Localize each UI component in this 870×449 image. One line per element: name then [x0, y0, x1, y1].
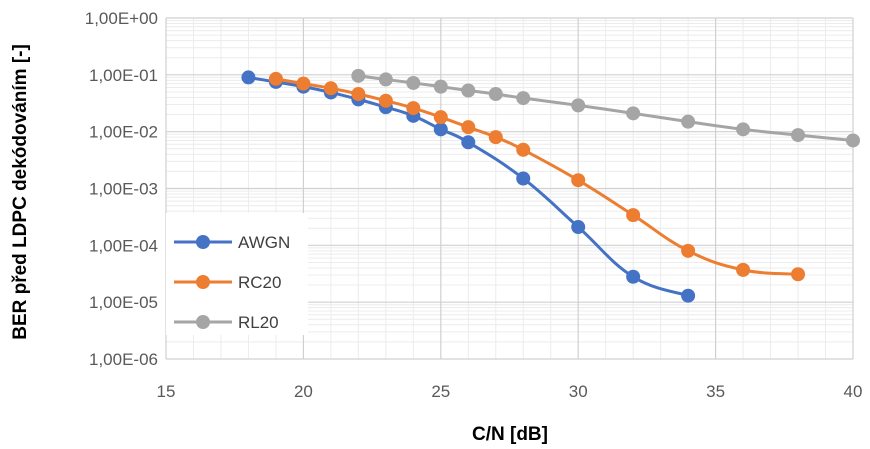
- x-tick-label: 40: [844, 382, 863, 401]
- series-rl20: [351, 68, 860, 148]
- y-tick-label: 1,00E-03: [89, 180, 158, 199]
- data-point: [461, 120, 476, 135]
- data-point: [681, 288, 696, 303]
- y-tick-label: 1,00E-04: [89, 236, 158, 255]
- data-point: [406, 101, 421, 116]
- data-point: [351, 86, 366, 101]
- legend-marker: [196, 235, 210, 249]
- data-point: [461, 83, 476, 98]
- data-point: [351, 68, 366, 83]
- data-point: [516, 142, 531, 157]
- x-axis-title: C/N [dB]: [472, 424, 548, 445]
- data-point: [736, 122, 751, 137]
- data-point: [846, 133, 860, 148]
- data-point: [241, 70, 256, 85]
- data-point: [433, 110, 448, 125]
- legend-item-rl20: RL20: [174, 313, 279, 332]
- legend-item-rc20: RC20: [174, 273, 281, 292]
- data-point: [378, 72, 393, 87]
- x-tick-label: 15: [157, 382, 176, 401]
- legend-box: [166, 213, 308, 335]
- x-tick-label: 20: [294, 382, 313, 401]
- data-point: [488, 130, 503, 145]
- x-tick-label: 35: [706, 382, 725, 401]
- legend-marker: [196, 315, 210, 329]
- data-point: [791, 128, 806, 143]
- y-tick-label: 1,00E-05: [89, 293, 158, 312]
- data-point: [433, 122, 448, 137]
- y-tick-label: 1,00E-02: [89, 123, 158, 142]
- data-point: [626, 106, 641, 121]
- legend-item-awgn: AWGN: [174, 233, 290, 252]
- data-point: [323, 81, 338, 96]
- y-tick-label: 1,00E-01: [89, 66, 158, 85]
- data-point: [268, 71, 283, 86]
- legend-label: RL20: [238, 313, 279, 332]
- data-point: [488, 86, 503, 101]
- data-point: [296, 76, 311, 91]
- series-layer: [241, 68, 860, 303]
- y-tick-label: 1,00E-06: [89, 350, 158, 369]
- x-tick-label: 25: [431, 382, 450, 401]
- data-point: [626, 208, 641, 223]
- data-point: [736, 262, 751, 277]
- data-point: [516, 171, 531, 186]
- data-point: [571, 173, 586, 188]
- data-point: [571, 98, 586, 113]
- tick-labels: 1,00E+00 1,00E-01 1,00E-02 1,00E-03 1,00E-04…: [85, 9, 863, 401]
- y-tick-label: 1,00E+00: [85, 9, 158, 28]
- series-rc20: [268, 71, 806, 282]
- legend: AWGN RC20 RL20: [166, 213, 308, 335]
- data-point: [433, 79, 448, 94]
- data-point: [378, 93, 393, 108]
- legend-label: RC20: [238, 273, 281, 292]
- x-tick-label: 30: [569, 382, 588, 401]
- legend-marker: [196, 275, 210, 289]
- data-point: [406, 75, 421, 90]
- data-point: [516, 91, 531, 106]
- legend-label: AWGN: [238, 233, 290, 252]
- data-point: [681, 114, 696, 129]
- data-point: [626, 269, 641, 284]
- data-point: [571, 220, 586, 235]
- y-axis-title: BER před LDPC dekódováním [-]: [10, 44, 31, 340]
- data-point: [461, 135, 476, 150]
- data-point: [681, 243, 696, 258]
- data-point: [791, 267, 806, 282]
